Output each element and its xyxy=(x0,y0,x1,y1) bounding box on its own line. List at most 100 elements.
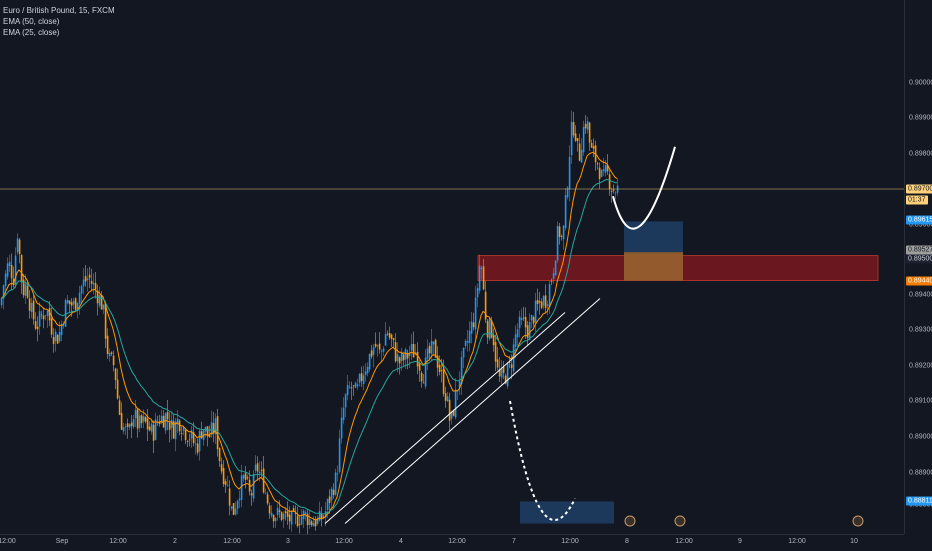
candle-body xyxy=(446,396,449,402)
ema50-legend-label[interactable]: EMA (50, close) xyxy=(3,17,60,26)
candle-body xyxy=(328,496,331,503)
candle-body xyxy=(564,195,567,229)
price-tick-label: 0.89200 xyxy=(909,362,932,370)
candle-body xyxy=(462,347,465,358)
candle-body xyxy=(44,315,47,317)
candle-body xyxy=(352,385,355,387)
candle-body xyxy=(88,274,91,278)
candle-body xyxy=(38,311,41,327)
candle-body xyxy=(494,342,497,362)
candle-body xyxy=(316,517,319,524)
candle-body xyxy=(528,321,531,341)
candle-body xyxy=(268,505,271,514)
candle-body xyxy=(556,225,559,261)
candle-body xyxy=(390,334,393,339)
candle-body xyxy=(440,370,443,372)
candle-body xyxy=(560,235,563,237)
candle-body xyxy=(362,375,365,385)
candle-body xyxy=(346,385,349,396)
candle-body xyxy=(10,265,13,279)
candle-body xyxy=(412,343,415,358)
candle-body xyxy=(266,494,269,504)
candle-body xyxy=(216,416,219,450)
candle-body xyxy=(606,164,609,172)
candle-body xyxy=(254,464,257,471)
candle-body xyxy=(194,443,197,445)
candle-body xyxy=(486,320,489,338)
candle-body xyxy=(28,298,31,311)
candle-body xyxy=(522,317,525,319)
candle-body xyxy=(454,389,457,418)
candle-body xyxy=(374,343,377,347)
time-axis[interactable]: 12:00 Sep 12:00 2 12:00 3 12:00 4 12:00 7 12:00 8 12… xyxy=(0,534,904,551)
candle-body xyxy=(242,474,245,479)
price-tag-zone_top: 0.89500 xyxy=(906,254,932,264)
candle-body xyxy=(280,512,283,520)
candle-body xyxy=(584,123,587,129)
candle-body xyxy=(400,352,403,361)
candle-body xyxy=(100,294,103,310)
candle-body xyxy=(360,373,363,381)
time-tick-label: 4 xyxy=(399,538,403,545)
candle-body xyxy=(222,467,225,485)
candle-body xyxy=(372,347,375,355)
time-tick-label: 12:00 xyxy=(109,538,127,545)
candle-body xyxy=(344,394,347,408)
candle-body xyxy=(526,325,529,338)
trendline-2 xyxy=(344,298,601,524)
candle-body xyxy=(568,156,571,190)
candle-body xyxy=(502,366,505,373)
candle-body xyxy=(36,326,39,330)
candle-body xyxy=(128,424,131,428)
candle-body xyxy=(196,443,199,453)
candle-body xyxy=(586,121,589,130)
candle-body xyxy=(198,430,201,452)
projection-down-curve xyxy=(509,400,576,521)
candle-body xyxy=(82,279,85,287)
candle-body xyxy=(250,493,253,496)
candle-body xyxy=(72,300,75,305)
candle-body xyxy=(30,302,33,313)
candle-body xyxy=(14,255,17,285)
candle-body xyxy=(554,260,557,276)
candle-body xyxy=(534,300,537,323)
candle-body xyxy=(92,282,95,285)
candle-body xyxy=(6,263,9,277)
candle-body xyxy=(580,149,583,163)
candle-body xyxy=(110,352,113,354)
candle-body xyxy=(18,239,21,254)
candle-body xyxy=(42,315,45,320)
price-tag-zone_bottom: 0.89440 xyxy=(906,276,932,286)
candle-body xyxy=(212,423,215,434)
price-tag-ema25: 0.89527 xyxy=(906,245,932,255)
time-tick-label: 2 xyxy=(173,538,177,545)
ema25-legend-label[interactable]: EMA (25, close) xyxy=(3,28,60,37)
candle-body xyxy=(496,359,499,368)
candle-body xyxy=(466,341,469,343)
candle-body xyxy=(356,384,359,387)
candle-body xyxy=(500,368,503,378)
symbol-title[interactable]: Euro / British Pound, 15, FXCM xyxy=(3,6,115,15)
candle-body xyxy=(132,419,135,428)
candle-body xyxy=(114,368,117,381)
candle-body xyxy=(272,515,275,522)
candle-body xyxy=(190,430,193,439)
candle-body xyxy=(354,382,357,388)
candle-body xyxy=(402,354,405,361)
candle-body xyxy=(214,418,217,435)
chart-plot-area[interactable] xyxy=(0,0,904,534)
event-marker-icon xyxy=(674,515,686,527)
candle-body xyxy=(416,351,419,367)
candle-body xyxy=(278,510,281,513)
price-axis[interactable]: 0.920000.910000.900000.899000.898000.897… xyxy=(904,0,932,534)
price-tick-label: 0.88900 xyxy=(909,469,932,477)
candle-body xyxy=(516,329,519,338)
candle-body xyxy=(50,318,53,335)
candle-body xyxy=(102,304,105,310)
candle-body xyxy=(74,298,77,310)
candle-body xyxy=(506,363,509,387)
candle-body xyxy=(550,280,553,282)
candle-body xyxy=(240,475,243,500)
candle-body xyxy=(84,276,87,282)
